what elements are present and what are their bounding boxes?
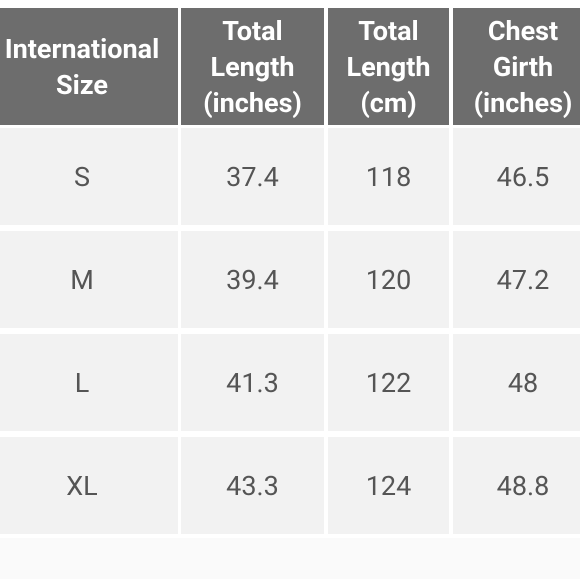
header-text: Girth	[492, 50, 554, 83]
table-cell: 48	[453, 334, 580, 431]
header-text: International	[4, 32, 160, 65]
header-cell: Total Length (inches)	[181, 8, 324, 125]
cell-text: 124	[365, 469, 412, 502]
table-cell: M	[0, 231, 178, 328]
cell-text: S	[73, 160, 91, 193]
table-cell: XL	[0, 437, 178, 534]
header-text: Length	[346, 50, 431, 83]
table-cell: 120	[328, 231, 449, 328]
header-text: Total	[358, 14, 419, 47]
header-text: Size	[56, 68, 108, 101]
header-cell: Chest Girth (inches)	[453, 8, 580, 125]
cell-text: M	[70, 263, 94, 296]
cell-text: 43.3	[226, 469, 279, 502]
header-text: Length	[210, 50, 295, 83]
header-cell: Total Length (cm)	[328, 8, 449, 125]
table-cell: 118	[328, 128, 449, 225]
header-text: Total	[222, 14, 283, 47]
cell-text: 37.4	[226, 160, 279, 193]
table-cell: 124	[328, 437, 449, 534]
table-cell: 122	[328, 334, 449, 431]
bottom-strip	[0, 538, 580, 579]
table-cell: 48.8	[453, 437, 580, 534]
cell-text: 46.5	[496, 160, 550, 193]
header-text: (cm)	[360, 86, 417, 119]
table-cell: S	[0, 128, 178, 225]
cell-text: 122	[365, 366, 412, 399]
header-text: (inches)	[473, 86, 573, 119]
table-cell: 47.2	[453, 231, 580, 328]
cell-text: 39.4	[226, 263, 279, 296]
cell-text: XL	[66, 469, 98, 502]
table-cell: 46.5	[453, 128, 580, 225]
cell-text: 120	[365, 263, 412, 296]
table-cell: 39.4	[181, 231, 324, 328]
table-cell: L	[0, 334, 178, 431]
cell-text: 48.8	[496, 469, 550, 502]
header-text: Chest	[487, 14, 559, 47]
cell-text: 41.3	[226, 366, 279, 399]
header-text: (inches)	[203, 86, 302, 119]
cell-text: 47.2	[496, 263, 550, 296]
cell-text: 48	[507, 366, 539, 399]
cell-text: 118	[365, 160, 412, 193]
table-cell: 41.3	[181, 334, 324, 431]
cell-text: L	[74, 366, 90, 399]
table-cell: 37.4	[181, 128, 324, 225]
header-cell: International Size	[0, 8, 178, 125]
table-cell: 43.3	[181, 437, 324, 534]
